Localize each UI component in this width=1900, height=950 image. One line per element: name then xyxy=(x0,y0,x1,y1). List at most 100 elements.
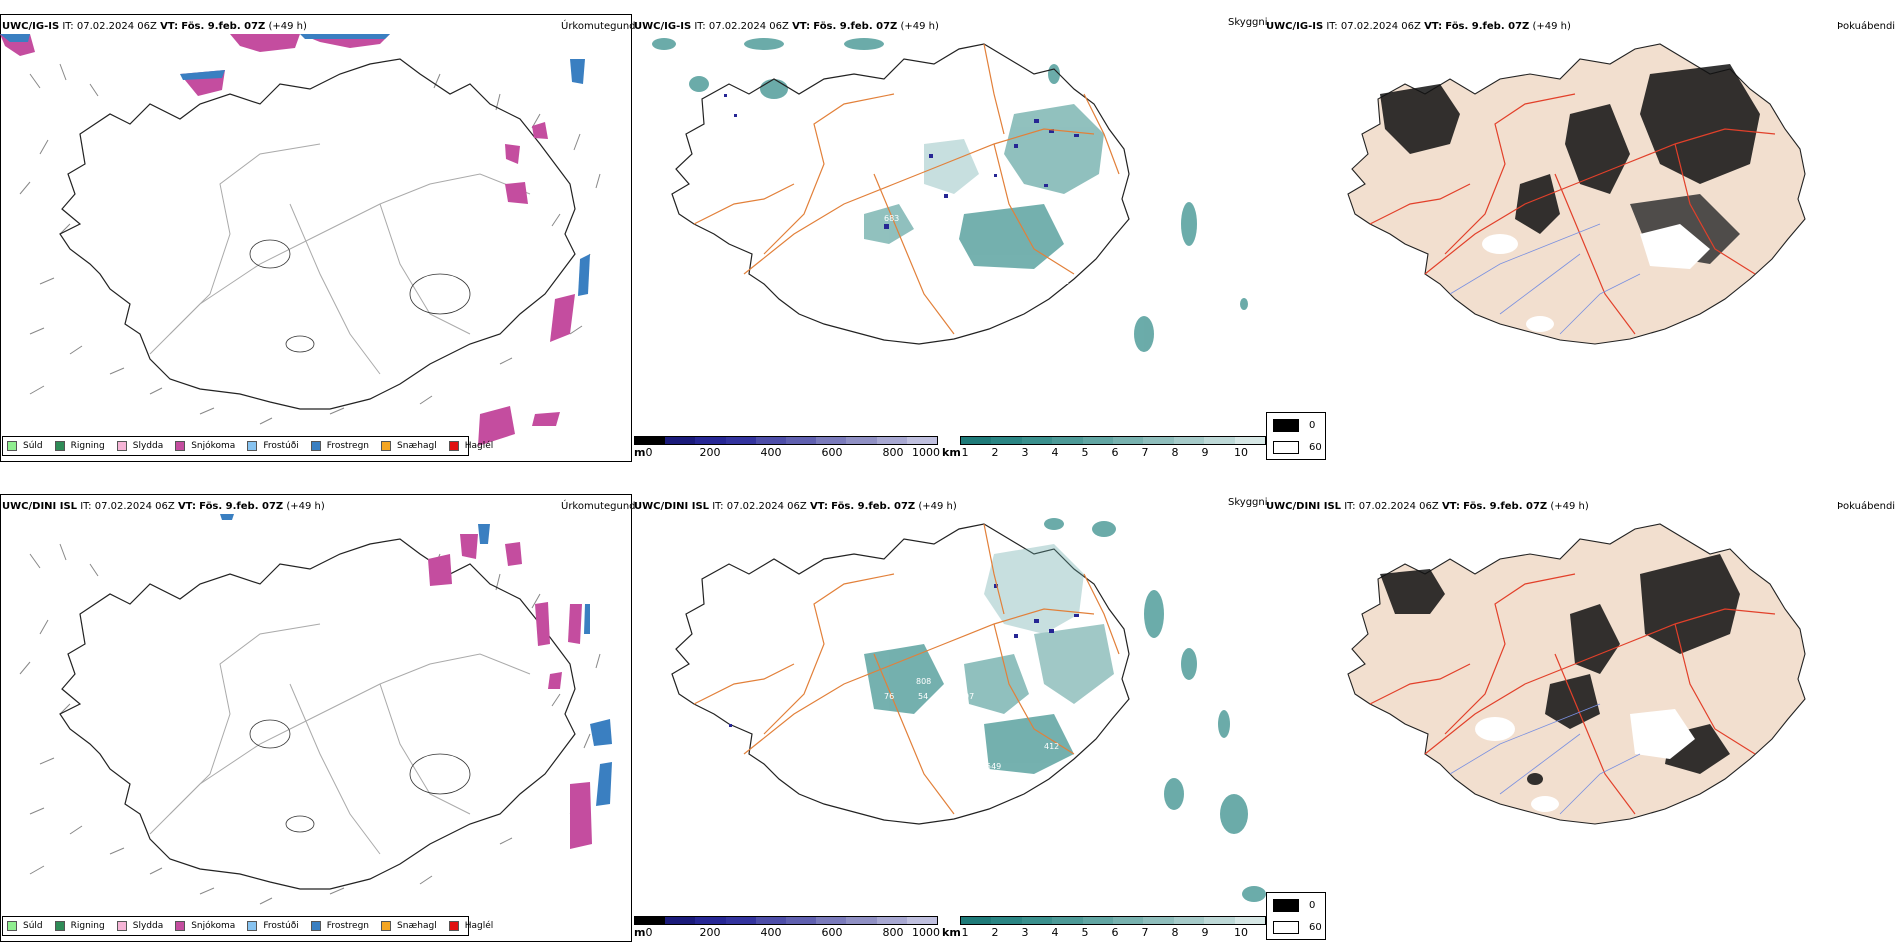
visibility-colorbar-m xyxy=(634,436,938,445)
vis-label: 477 xyxy=(1014,277,1029,286)
lead-time: (+49 h) xyxy=(900,21,939,32)
fog-index-legend-2: 0 60 xyxy=(1266,892,1326,940)
vis-value-labels: 76 808 54 97 93 412 549 xyxy=(884,677,1084,771)
vis-label: 18 xyxy=(929,217,939,226)
vt-value: Fös. 9.feb. 07Z xyxy=(813,21,898,32)
legend-item-sudl: Súld xyxy=(7,921,43,931)
visibility-colorbar-km-2 xyxy=(960,916,1266,925)
rivers xyxy=(1449,703,1641,815)
model-name: UWC/DINI ISL xyxy=(634,501,710,512)
legend-item-hagel: Haglél xyxy=(448,921,493,931)
fog-white-areas xyxy=(1482,224,1710,332)
precip-type-map-frame-1 xyxy=(0,14,632,462)
vt-label: VT: xyxy=(792,21,811,32)
map-header-2: UWC/IG-IS IT: 07.02.2024 06Z VT: Fös. 9.… xyxy=(634,21,939,33)
legend-item-hagel: Haglél xyxy=(448,441,493,451)
wind-barbs xyxy=(19,63,601,425)
visibility-colorbar-m-2 xyxy=(634,916,938,925)
it-label: IT: xyxy=(694,21,706,32)
legend-item-sudl: Súld xyxy=(7,441,43,451)
iceland-map-precip-2 xyxy=(19,514,612,905)
iceland-land-fill xyxy=(1347,523,1806,825)
it-label: IT: xyxy=(62,21,74,32)
vt-value: Fös. 9.feb. 07Z xyxy=(199,501,284,512)
iceland-map-fog-1 xyxy=(1347,43,1806,345)
iceland-coastline xyxy=(671,43,1130,345)
iceland-map-fog-2 xyxy=(1347,523,1806,825)
vt-label: VT: xyxy=(1424,21,1443,32)
it-value: 07.02.2024 06Z xyxy=(708,21,789,32)
legend-item-snjokoma: Snjókoma xyxy=(175,441,235,451)
map-header-6: UWC/DINI ISL IT: 07.02.2024 06Z VT: Fös.… xyxy=(1266,501,1589,513)
vt-label: VT: xyxy=(1441,501,1460,512)
vt-value: Fös. 9.feb. 07Z xyxy=(1445,21,1530,32)
lead-time: (+49 h) xyxy=(1532,21,1571,32)
vt-value: Fös. 9.feb. 07Z xyxy=(181,21,266,32)
roads-red xyxy=(1369,93,1776,335)
legend-item-frostregn: Frostregn xyxy=(310,441,369,451)
it-value: 07.02.2024 06Z xyxy=(1340,21,1421,32)
legend-item-frostudi: Frostúði xyxy=(247,921,299,931)
legend-item-rigning: Rigning xyxy=(54,921,105,931)
vis-fog-patches xyxy=(652,38,1248,352)
vis-label: 549 xyxy=(986,762,1001,771)
map-header-4: UWC/DINI ISL IT: 07.02.2024 06Z VT: Fös.… xyxy=(2,501,325,513)
roads-orange xyxy=(693,43,1120,335)
vt-value: Fös. 9.feb. 07Z xyxy=(1463,501,1548,512)
model-name: UWC/IG-IS xyxy=(634,21,692,32)
colorbar-unit-m: m xyxy=(634,926,646,939)
lead-time: (+49 h) xyxy=(918,501,957,512)
vis-label: 93 xyxy=(1074,732,1084,741)
panel-title-visibility: Skyggni xyxy=(1228,497,1268,508)
vis-fog-inland xyxy=(864,104,1104,269)
map-header-1: UWC/IG-IS IT: 07.02.2024 06Z VT: Fös. 9.… xyxy=(2,21,307,33)
vt-label: VT: xyxy=(809,501,828,512)
legend-item-frostregn: Frostregn xyxy=(310,921,369,931)
precip-areas xyxy=(220,514,612,849)
iceland-coastline xyxy=(671,523,1130,825)
iceland-coastline xyxy=(59,58,576,410)
model-name: UWC/IG-IS xyxy=(1266,21,1324,32)
lead-time: (+49 h) xyxy=(1550,501,1589,512)
precip-areas xyxy=(0,34,590,446)
panel-title-fog-index: Þokuábendi xyxy=(1837,21,1896,32)
legend-item-slydda: Slydda xyxy=(116,441,163,451)
colorbar-unit-km: km xyxy=(942,446,961,459)
fog-index-legend-1: 0 60 xyxy=(1266,412,1326,460)
vis-value-labels: 683 18 477 412 607 xyxy=(884,214,1069,301)
precip-type-legend-2: Súld Rigning Slydda Snjókoma Frostúði Fr… xyxy=(2,916,493,936)
it-value: 07.02.2024 06Z xyxy=(76,21,157,32)
panel-title-visibility: Skyggni xyxy=(1228,17,1268,28)
legend-item-snaehagl: Snæhagl xyxy=(381,921,437,931)
it-value: 07.02.2024 06Z xyxy=(1358,501,1439,512)
it-label: IT: xyxy=(80,501,92,512)
legend-item-frostudi: Frostúði xyxy=(247,441,299,451)
iceland-map-precip-1 xyxy=(0,34,601,446)
panel-title-precip-type: Úrkomutegund xyxy=(561,21,636,32)
model-name: UWC/DINI ISL xyxy=(1266,501,1342,512)
vis-label: 607 xyxy=(1018,292,1033,301)
roads-red xyxy=(1369,573,1776,815)
model-name: UWC/DINI ISL xyxy=(2,501,78,512)
fog-white-areas xyxy=(1475,709,1695,812)
vis-label: 97 xyxy=(964,692,974,701)
rivers xyxy=(1449,223,1641,335)
vis-label: 808 xyxy=(916,677,931,686)
roads xyxy=(149,143,531,375)
precip-type-map-frame-2 xyxy=(0,494,632,942)
vt-value: Fös. 9.feb. 07Z xyxy=(831,501,916,512)
vis-fog-inland xyxy=(864,544,1114,774)
vis-fog-patches xyxy=(1044,518,1266,902)
precip-type-legend-1: Súld Rigning Slydda Snjókoma Frostúði Fr… xyxy=(2,436,493,456)
it-value: 07.02.2024 06Z xyxy=(94,501,175,512)
panel-title-fog-index: Þokuábendi xyxy=(1837,501,1896,512)
wind-barbs xyxy=(19,543,601,905)
roads xyxy=(149,623,531,855)
legend-item-snjokoma: Snjókoma xyxy=(175,921,235,931)
it-label: IT: xyxy=(1344,501,1356,512)
vis-label: 683 xyxy=(884,214,899,223)
vis-low-dots xyxy=(729,584,1079,727)
model-name: UWC/IG-IS xyxy=(2,21,60,32)
vis-label: 54 xyxy=(918,692,928,701)
legend-item-slydda: Slydda xyxy=(116,921,163,931)
